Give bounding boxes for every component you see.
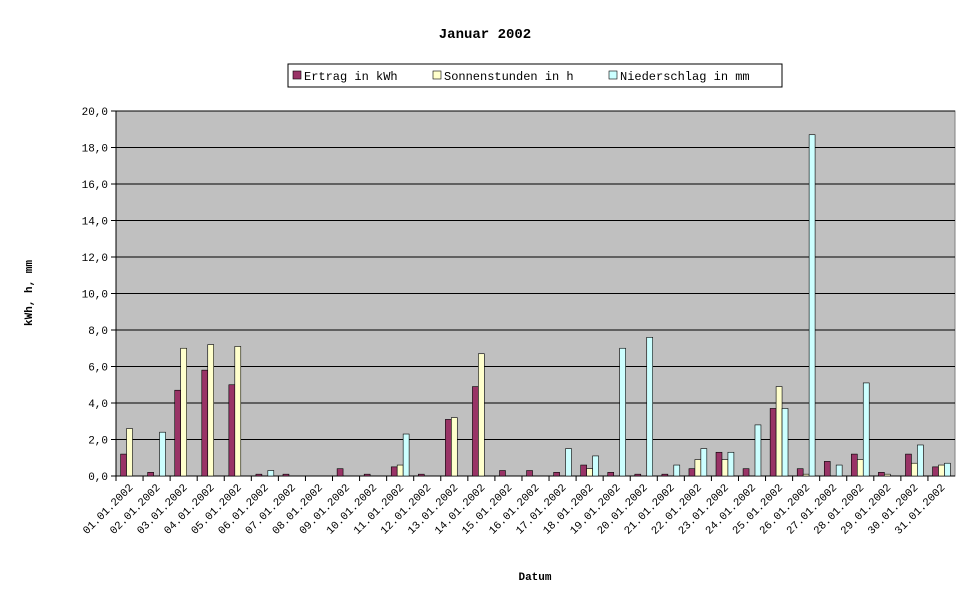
bar — [862, 382, 870, 477]
y-tick-label: 0,0 — [88, 472, 108, 484]
bar — [851, 453, 858, 477]
y-tick-label: 8,0 — [88, 326, 108, 338]
y-tick-label: 4,0 — [88, 399, 108, 411]
bar — [905, 453, 912, 477]
bar — [255, 473, 263, 477]
y-tick-label: 10,0 — [82, 290, 108, 302]
bar — [553, 472, 560, 477]
bar — [451, 417, 458, 477]
bar — [917, 444, 924, 477]
bar — [769, 408, 777, 477]
y-tick-label: 12,0 — [82, 253, 108, 265]
bar — [661, 473, 669, 477]
bar — [646, 336, 653, 477]
chart-title: Januar 2002 — [439, 27, 531, 43]
bar — [478, 353, 485, 477]
bar — [445, 419, 452, 477]
bar — [592, 455, 599, 477]
bar — [207, 344, 215, 477]
bar — [228, 384, 236, 477]
bar — [174, 389, 181, 477]
bar — [159, 431, 166, 477]
bar — [580, 464, 587, 477]
x-axis-label: Datum — [518, 572, 551, 584]
bar — [586, 468, 593, 477]
bar — [396, 464, 404, 477]
bar — [282, 473, 290, 477]
bar — [823, 461, 831, 477]
bar — [472, 386, 479, 477]
y-tick-label: 18,0 — [82, 144, 108, 156]
bar — [715, 451, 723, 477]
bar — [781, 408, 789, 477]
bar — [267, 470, 275, 477]
y-tick-label: 14,0 — [82, 217, 108, 229]
bar — [884, 473, 891, 477]
bar — [700, 448, 708, 477]
y-tick-label: 16,0 — [82, 180, 108, 192]
bar — [120, 453, 127, 477]
bar — [694, 459, 702, 477]
bar — [418, 473, 425, 477]
bar — [938, 464, 945, 477]
bar — [634, 473, 642, 477]
bar — [932, 466, 939, 477]
bar — [336, 468, 344, 477]
y-tick-label: 20,0 — [82, 107, 108, 119]
legend-swatch — [432, 70, 442, 80]
bar — [201, 369, 209, 477]
y-tick-label: 6,0 — [88, 363, 108, 375]
bar — [742, 468, 750, 477]
bar — [607, 472, 615, 477]
bar — [727, 451, 735, 477]
bar — [911, 462, 918, 477]
legend-label: Niederschlag in mm — [620, 70, 750, 84]
bar — [402, 433, 410, 477]
bar — [619, 347, 626, 477]
bar — [802, 473, 810, 477]
y-tick-label: 2,0 — [88, 436, 108, 448]
bar — [499, 470, 506, 477]
bar — [754, 424, 762, 477]
bar — [234, 346, 242, 477]
bar — [180, 347, 187, 477]
bar — [390, 466, 398, 477]
bar — [796, 468, 804, 477]
bar — [688, 468, 696, 477]
bar — [673, 464, 681, 477]
bar — [808, 134, 816, 477]
bar — [363, 473, 371, 477]
legend-swatch — [608, 70, 618, 80]
bar — [721, 459, 729, 477]
bar — [565, 448, 572, 477]
legend-label: Sonnenstunden in h — [444, 70, 574, 84]
y-axis-label: kWh, h, mm — [24, 260, 36, 326]
bar — [147, 472, 154, 477]
legend-label: Ertrag in kWh — [304, 70, 398, 84]
bar — [944, 462, 951, 477]
legend-swatch — [292, 70, 302, 80]
bar — [878, 472, 885, 477]
bar — [856, 459, 864, 477]
bar — [835, 464, 843, 477]
bar — [775, 386, 783, 477]
bar — [526, 470, 533, 477]
legend-box — [287, 63, 783, 88]
bar — [126, 428, 133, 477]
